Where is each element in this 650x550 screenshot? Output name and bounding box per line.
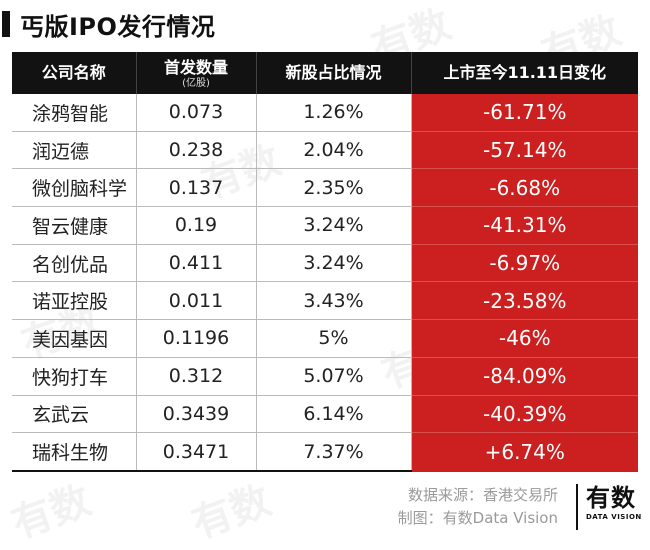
new-share-ratio: 3.24% <box>256 206 412 245</box>
price-change: -40.39% <box>411 395 638 434</box>
new-share-ratio: 7.37% <box>256 432 412 472</box>
issue-amount: 0.411 <box>136 244 257 283</box>
company-name: 涂鸦智能 <box>12 94 137 132</box>
company-name: 快狗打车 <box>12 357 137 396</box>
ipo-table-container: 公司名称 首发数量 (亿股) 新股占比情况 上市至今11.11日变化 涂鸦智能 … <box>12 52 638 472</box>
table-header-row: 公司名称 首发数量 (亿股) 新股占比情况 上市至今11.11日变化 <box>12 52 638 94</box>
new-share-ratio: 3.24% <box>256 244 412 283</box>
company-name: 美因基因 <box>12 319 137 358</box>
price-change: -57.14% <box>411 131 638 170</box>
table-row: 玄武云 0.3439 6.14% -40.39% <box>12 395 638 434</box>
footer-credits: 数据来源：香港交易所 制图：有数Data Vision <box>398 484 558 530</box>
company-name: 润迈德 <box>12 131 137 170</box>
company-name: 名创优品 <box>12 244 137 283</box>
price-change: -46% <box>411 319 638 358</box>
header-ratio: 新股占比情况 <box>256 52 412 94</box>
logo-wordmark: 有数 <box>586 484 636 512</box>
issue-amount: 0.238 <box>136 131 257 170</box>
company-name: 诺亚控股 <box>12 281 137 321</box>
company-name: 智云健康 <box>12 206 137 245</box>
issue-amount: 0.19 <box>136 206 257 245</box>
table-row: 涂鸦智能 0.073 1.26% -61.71% <box>12 94 638 132</box>
table-row: 智云健康 0.19 3.24% -41.31% <box>12 206 638 245</box>
issue-amount: 0.137 <box>136 168 257 208</box>
new-share-ratio: 2.04% <box>256 131 412 170</box>
title-bar: 丐版IPO发行情况 <box>0 6 215 42</box>
brand-logo: 有数 DATA VISION <box>576 484 642 530</box>
new-share-ratio: 3.43% <box>256 281 412 321</box>
issue-amount: 0.312 <box>136 357 257 396</box>
table-row: 名创优品 0.411 3.24% -6.97% <box>12 244 638 283</box>
company-name: 玄武云 <box>12 395 137 434</box>
price-change: -6.68% <box>411 168 638 208</box>
header-change: 上市至今11.11日变化 <box>411 52 638 94</box>
table-row: 快狗打车 0.312 5.07% -84.09% <box>12 357 638 396</box>
new-share-ratio: 2.35% <box>256 168 412 208</box>
company-name: 微创脑科学 <box>12 168 137 208</box>
table-row: 美因基因 0.1196 5% -46% <box>12 319 638 358</box>
page-title: 丐版IPO发行情况 <box>20 12 216 41</box>
footer: 数据来源：香港交易所 制图：有数Data Vision 有数 DATA VISI… <box>0 484 650 536</box>
price-change: -41.31% <box>411 206 638 245</box>
issue-amount: 0.1196 <box>136 319 257 358</box>
header-issue: 首发数量 (亿股) <box>136 52 257 94</box>
issue-amount: 0.073 <box>136 94 257 132</box>
table-row: 诺亚控股 0.011 3.43% -23.58% <box>12 281 638 321</box>
price-change: +6.74% <box>411 432 638 472</box>
header-company: 公司名称 <box>12 52 137 94</box>
data-source-text: 数据来源：香港交易所 <box>407 486 558 504</box>
logo-tagline: DATA VISION <box>586 513 642 521</box>
new-share-ratio: 5.07% <box>256 357 412 396</box>
table-row: 微创脑科学 0.137 2.35% -6.68% <box>12 168 638 208</box>
table-row: 润迈德 0.238 2.04% -57.14% <box>12 131 638 170</box>
new-share-ratio: 1.26% <box>256 94 412 132</box>
header-issue-unit: (亿股) <box>182 77 210 89</box>
issue-amount: 0.3471 <box>136 432 257 472</box>
price-change: -23.58% <box>411 281 638 321</box>
table-row: 瑞科生物 0.3471 7.37% +6.74% <box>12 432 638 472</box>
price-change: -6.97% <box>411 244 638 283</box>
ipo-table: 公司名称 首发数量 (亿股) 新股占比情况 上市至今11.11日变化 涂鸦智能 … <box>12 52 638 472</box>
new-share-ratio: 6.14% <box>256 395 412 434</box>
price-change: -61.71% <box>411 94 638 132</box>
issue-amount: 0.011 <box>136 281 257 321</box>
price-change: -84.09% <box>411 357 638 396</box>
issue-amount: 0.3439 <box>136 395 257 434</box>
chart-maker-text: 制图：有数Data Vision <box>397 509 558 527</box>
company-name: 瑞科生物 <box>12 432 137 472</box>
new-share-ratio: 5% <box>256 319 412 358</box>
title-accent-bar <box>2 11 10 37</box>
